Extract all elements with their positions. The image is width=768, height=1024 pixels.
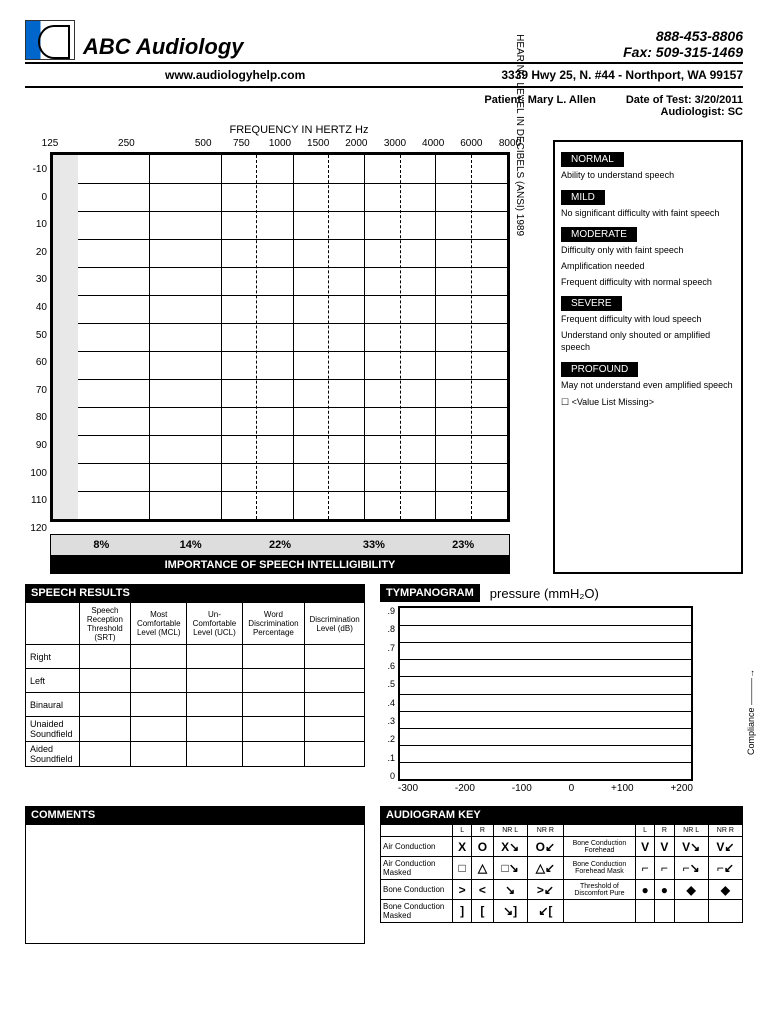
tymp-y-labels: .9.8.7.6.5.4.3.2.10	[380, 606, 398, 781]
fax: Fax: 509-315-1469	[623, 44, 743, 60]
y-tick: 110	[25, 495, 47, 506]
legend-label: MODERATE	[561, 227, 637, 242]
comments-title: COMMENTS	[25, 806, 365, 824]
legend-label: MILD	[561, 190, 605, 205]
header: ABC Audiology 888-453-8806 Fax: 509-315-…	[25, 20, 743, 64]
key-table: LRNR LNR RLRNR LNR RAir ConductionXOX↘O↙…	[380, 824, 743, 923]
y-tick: 40	[25, 302, 47, 313]
legend-text: Frequent difficulty with loud speech	[561, 314, 735, 326]
y-tick: 60	[25, 357, 47, 368]
compliance-label: Compliance ———→	[746, 669, 756, 755]
legend-text: No significant difficulty with faint spe…	[561, 208, 735, 220]
legend-text: Understand only shouted or amplified spe…	[561, 330, 735, 353]
legend-text: Difficulty only with faint speech	[561, 245, 735, 257]
website: www.audiologyhelp.com	[165, 68, 305, 82]
y-tick: 120	[25, 523, 47, 534]
x-tick: 1500	[307, 138, 329, 149]
x-tick: 1000	[269, 138, 291, 149]
x-tick: 125	[42, 138, 59, 149]
speech-results: SPEECH RESULTS Speech Reception Threshol…	[25, 584, 365, 794]
y-tick: 0	[25, 192, 47, 203]
test-date: Date of Test: 3/20/2011	[626, 94, 743, 106]
tymp-x-labels: -300-200-1000+100+200	[398, 783, 693, 794]
pct-cell: 8%	[51, 539, 152, 551]
x-tick: 500	[195, 138, 212, 149]
legend-text: May not understand even amplified speech	[561, 380, 735, 392]
audiogram-chart: HEARING LEVEL IN DECIBELS (ANSI) 1989	[50, 152, 510, 522]
legend-label: NORMAL	[561, 152, 624, 167]
tymp-title: TYMPANOGRAM	[380, 584, 480, 602]
audiologist: Audiologist: SC	[626, 106, 743, 118]
company-name: ABC Audiology	[83, 34, 623, 60]
patient-name: Patient: Mary L. Allen	[484, 94, 595, 118]
pct-cell: 22%	[230, 539, 331, 551]
pct-cell: 33%	[330, 539, 417, 551]
patient-row: Patient: Mary L. Allen Date of Test: 3/2…	[25, 88, 743, 124]
pct-row: 8%14%22%33%23%	[50, 534, 510, 556]
x-tick: 4000	[422, 138, 444, 149]
legend-label: PROFOUND	[561, 362, 638, 377]
speech-table: Speech Reception Threshold (SRT)Most Com…	[25, 602, 365, 767]
legend-text: Amplification needed	[561, 261, 735, 273]
y-axis-labels: -10 0 10 20 30 40 50 60 70 80 90 100 110 120	[25, 164, 50, 534]
subheader: www.audiologyhelp.com 3339 Hwy 25, N. #4…	[25, 66, 743, 88]
y-tick: 90	[25, 440, 47, 451]
y-tick: 70	[25, 385, 47, 396]
importance-bar: IMPORTANCE OF SPEECH INTELLIGIBILITY	[50, 556, 510, 574]
x-tick: 250	[118, 138, 135, 149]
x-tick: 6000	[460, 138, 482, 149]
x-tick: 3000	[384, 138, 406, 149]
x-tick: 750	[233, 138, 250, 149]
legend-text: Frequent difficulty with normal speech	[561, 277, 735, 289]
y-tick: 80	[25, 412, 47, 423]
y-tick: 20	[25, 247, 47, 258]
comments-box	[25, 824, 365, 944]
tymp-grid	[398, 606, 693, 781]
freq-title: FREQUENCY IN HERTZ Hz	[55, 124, 543, 136]
pressure-label: pressure (mmH₂O)	[490, 586, 599, 601]
hearing-legend: NORMAL Ability to understand speech MILD No…	[553, 140, 743, 574]
legend-label: SEVERE	[561, 296, 622, 311]
ear-logo	[25, 20, 75, 60]
key-title: AUDIOGRAM KEY	[380, 806, 743, 824]
pct-cell: 14%	[152, 539, 230, 551]
y-tick: 10	[25, 219, 47, 230]
tympanogram: TYMPANOGRAM pressure (mmH₂O) .9.8.7.6.5.…	[380, 584, 743, 794]
y-tick: 50	[25, 330, 47, 341]
legend-missing: ☐ <Value List Missing>	[561, 397, 735, 408]
speech-title: SPEECH RESULTS	[25, 584, 365, 602]
comments-section: COMMENTS	[25, 806, 365, 944]
y-tick: -10	[25, 164, 47, 175]
address: 3339 Hwy 25, N. #44 - Northport, WA 9915…	[501, 68, 743, 82]
x-tick: 2000	[345, 138, 367, 149]
pct-cell: 23%	[417, 539, 509, 551]
audiogram-key: AUDIOGRAM KEY LRNR LNR RLRNR LNR RAir Co…	[380, 806, 743, 944]
phone: 888-453-8806	[623, 28, 743, 44]
contact-block: 888-453-8806 Fax: 509-315-1469	[623, 28, 743, 60]
y-tick: 30	[25, 274, 47, 285]
y-axis-title: HEARING LEVEL IN DECIBELS (ANSI) 1989	[514, 34, 525, 236]
y-tick: 100	[25, 468, 47, 479]
legend-text: Ability to understand speech	[561, 170, 735, 182]
